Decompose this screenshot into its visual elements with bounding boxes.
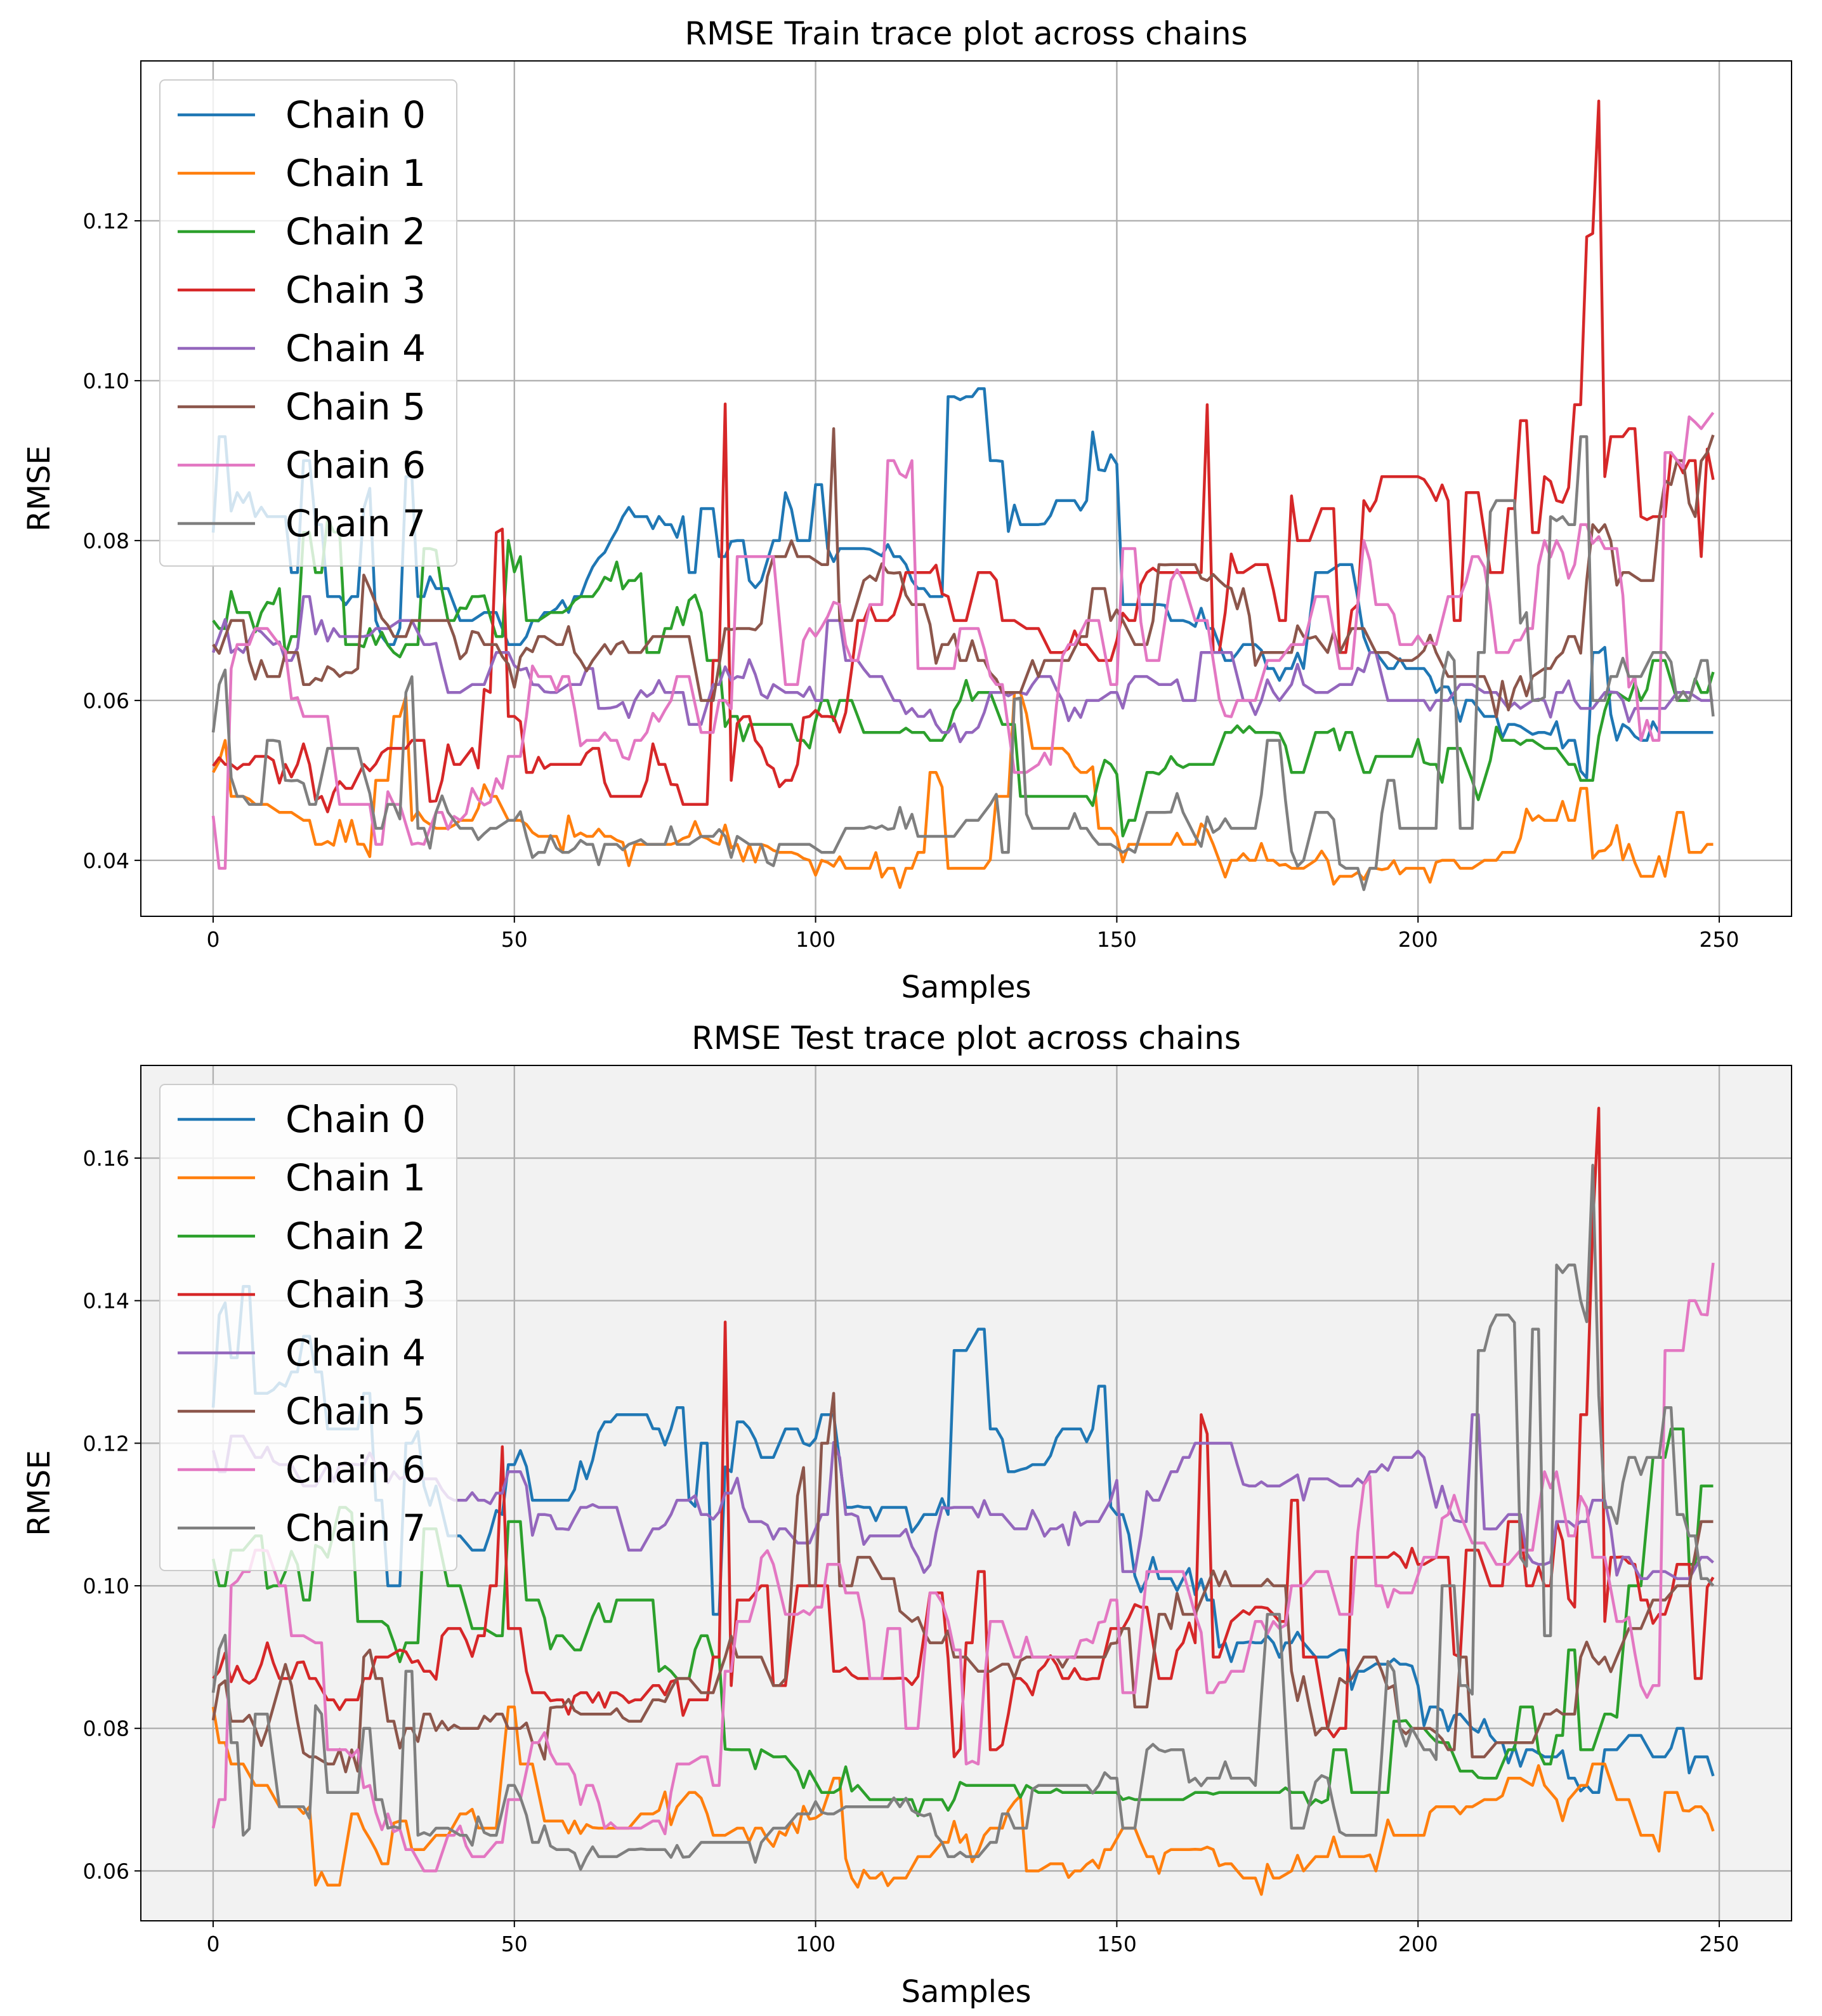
series-line-test-chain-0 xyxy=(211,1284,1715,1795)
y-tick-label: 0.06 xyxy=(83,688,129,713)
series-line-test-chain-2 xyxy=(211,1427,1714,1817)
legend-label: Chain 0 xyxy=(285,93,426,136)
series-line-train-chain-1 xyxy=(212,691,1714,889)
series-line-test-chain-5 xyxy=(211,1392,1714,1774)
legend-box xyxy=(159,79,457,567)
x-tick-label: 200 xyxy=(1398,1932,1438,1956)
legend-label: Chain 4 xyxy=(285,1331,426,1374)
series-line-test-chain-7 xyxy=(211,1164,1715,1871)
legend-label: Chain 5 xyxy=(285,1390,426,1433)
y-tick-label: 0.08 xyxy=(83,1716,129,1741)
x-tick-label: 50 xyxy=(501,927,528,952)
x-tick-label: 50 xyxy=(501,1932,528,1956)
series-lines-test xyxy=(211,1107,1715,1896)
legend-label: Chain 4 xyxy=(285,327,426,370)
series-line-train-chain-7 xyxy=(211,435,1715,892)
ticks-test: 0 50 100 150 200 250 0.06 0.08 0.10 0.12 0.14 0.16 xyxy=(83,1146,1740,1956)
chart-panel-train: 0 50 100 150 200 250 0.04 0.06 0.08 0.10 0.12 Chai… xyxy=(22,15,1792,1005)
legend-label: Chain 6 xyxy=(285,444,426,487)
chart-title-test: RMSE Test trace plot across chains xyxy=(691,1020,1241,1057)
x-tick-label: 250 xyxy=(1700,927,1740,952)
legend-label: Chain 6 xyxy=(285,1448,426,1491)
series-line-train-chain-0 xyxy=(211,387,1714,780)
y-tick-label: 0.04 xyxy=(83,848,129,873)
x-tick-label: 0 xyxy=(206,927,220,952)
series-line-train-chain-5 xyxy=(212,427,1715,719)
y-tick-label: 0.06 xyxy=(83,1859,129,1883)
y-tick-label: 0.10 xyxy=(83,1574,129,1598)
legend-label: Chain 7 xyxy=(285,502,426,545)
chart-panel-test: 0 50 100 150 200 2500.060.080.100.120.140.16 … xyxy=(22,1020,1792,2010)
y-tick-label: 0.14 xyxy=(83,1289,129,1314)
legend-label: Chain 3 xyxy=(285,1273,426,1316)
y-tick-label: 0.16 xyxy=(83,1146,129,1171)
ticks-train: 0 50 100 150 200 250 0.04 0.06 0.08 0.10 0.12 xyxy=(83,209,1740,952)
y-axis-label-test: RMSE xyxy=(22,1450,57,1536)
chart-title-train: RMSE Train trace plot across chains xyxy=(685,15,1247,52)
x-axis-label-train: Samples xyxy=(901,970,1032,1005)
y-tick-label: 0.10 xyxy=(83,369,129,393)
axes-frame-train xyxy=(140,60,1792,917)
series-line-train-chain-6 xyxy=(211,411,1715,870)
legend-label: Chain 3 xyxy=(285,268,426,312)
legend-label: Chain 7 xyxy=(285,1506,426,1550)
legend-box xyxy=(159,1084,457,1571)
y-tick-label: 0.12 xyxy=(83,209,129,234)
series-line-train-chain-2 xyxy=(212,517,1715,838)
y-tick-label: 0.08 xyxy=(83,529,129,553)
legend-label: Chain 5 xyxy=(285,385,426,428)
x-tick-label: 250 xyxy=(1700,1932,1740,1956)
legend-label: Chain 0 xyxy=(285,1098,426,1141)
legend-train: Chain 0 Chain 1 Chain 2 Chain 3 Chain 4 Chain… xyxy=(159,79,457,567)
x-axis-label-test: Samples xyxy=(901,1974,1032,2010)
legend-test: Chain 0 Chain 1 Chain 2 Chain 3 Chain 4 Chain… xyxy=(159,1084,457,1571)
legend-label: Chain 1 xyxy=(285,152,426,195)
y-axis-label-train: RMSE xyxy=(22,445,57,532)
axes-frame-test xyxy=(140,1065,1792,1921)
y-tick-label: 0.12 xyxy=(83,1431,129,1456)
series-line-train-chain-3 xyxy=(212,99,1715,814)
series-line-train-chain-4 xyxy=(211,595,1714,744)
legend-label: Chain 2 xyxy=(285,1215,426,1258)
legend-label: Chain 2 xyxy=(285,210,426,253)
x-tick-label: 150 xyxy=(1097,927,1137,952)
x-tick-label: 100 xyxy=(796,927,836,952)
series-lines-train xyxy=(211,99,1715,892)
x-tick-label: 150 xyxy=(1097,1932,1137,1956)
x-tick-label: 0 xyxy=(206,1932,220,1956)
x-tick-label: 200 xyxy=(1398,927,1438,952)
series-line-test-chain-1 xyxy=(211,1705,1715,1896)
legend-label: Chain 1 xyxy=(285,1156,426,1199)
x-tick-label: 100 xyxy=(796,1932,836,1956)
